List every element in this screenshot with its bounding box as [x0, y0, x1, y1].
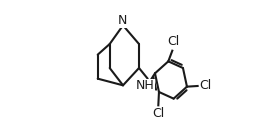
Text: N: N [118, 14, 127, 27]
Text: NH: NH [136, 79, 154, 92]
Text: Cl: Cl [167, 35, 179, 48]
Text: Cl: Cl [152, 107, 165, 120]
Text: Cl: Cl [199, 79, 211, 92]
